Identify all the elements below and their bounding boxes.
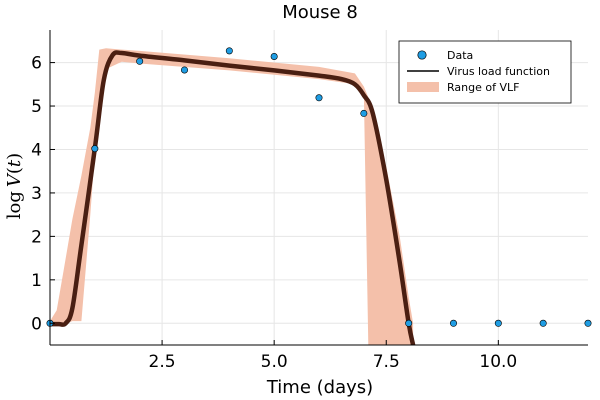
data-point-7: [360, 109, 368, 117]
data-point-1: [91, 145, 99, 153]
data-point-3: [181, 66, 189, 74]
y-axis-ticks: 0 1 2 3 4 5 6: [31, 54, 55, 334]
y-tick-label-1: 1: [31, 271, 42, 291]
x-tick-label-1: 5.0: [261, 352, 288, 372]
y-tick-label-6: 6: [31, 54, 42, 74]
vlf-range-band-layer: [50, 48, 414, 345]
y-tick-label-4: 4: [31, 140, 42, 160]
y-axis-label-t: t: [4, 159, 25, 167]
data-point-11: [539, 319, 547, 327]
y-axis-label-paren-close: ): [4, 153, 25, 160]
vlf-line-layer: [50, 50, 416, 345]
chart-title: Mouse 8: [282, 2, 358, 23]
legend-label-data: Data: [447, 49, 473, 62]
data-point-5: [270, 53, 278, 61]
y-tick-label-3: 3: [31, 184, 42, 204]
y-axis-label: log V(t): [4, 153, 25, 219]
y-axis-label-v: V: [4, 172, 25, 187]
data-point-2: [136, 57, 144, 65]
vlf-range-band: [50, 48, 414, 345]
x-tick-label-2: 7.5: [373, 352, 400, 372]
legend-label-vlf: Virus load function: [447, 65, 550, 78]
legend-swatch-data: [417, 50, 427, 60]
y-tick-label-5: 5: [31, 97, 42, 117]
legend: Data Virus load function Range of VLF: [398, 40, 572, 104]
virus-load-function-line: [50, 50, 416, 345]
data-point-10: [494, 319, 502, 327]
data-point-8: [405, 319, 413, 327]
data-point-9: [449, 319, 457, 327]
legend-box: [398, 40, 572, 104]
data-point-12: [584, 319, 592, 327]
y-tick-label-0: 0: [31, 314, 42, 334]
data-point-6: [315, 94, 323, 102]
x-axis-label: Time (days): [266, 377, 373, 398]
legend-label-range: Range of VLF: [447, 81, 519, 94]
legend-swatch-range: [407, 82, 439, 92]
x-tick-label-0: 2.5: [149, 352, 176, 372]
x-axis-ticks: 2.5 5.0 7.5 10.0: [149, 340, 517, 372]
y-axis-label-paren-open: (: [4, 167, 25, 174]
y-tick-label-2: 2: [31, 227, 42, 247]
x-tick-label-3: 10.0: [479, 352, 517, 372]
data-point-4: [225, 47, 233, 55]
y-axis-label-log: log: [4, 191, 25, 219]
